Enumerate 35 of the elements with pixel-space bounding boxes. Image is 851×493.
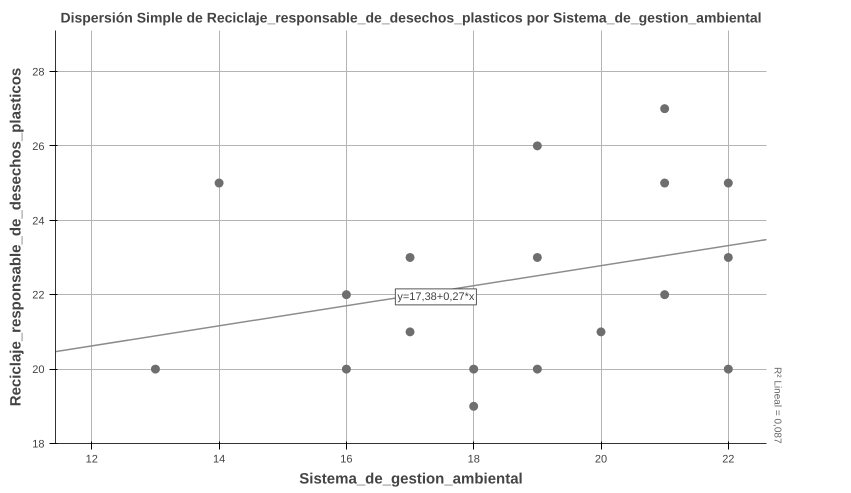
y-tick-label: 18 (32, 438, 45, 450)
point (406, 327, 415, 336)
point (469, 402, 478, 411)
y-tick-label: 20 (32, 364, 45, 376)
point (660, 178, 670, 188)
point (660, 290, 670, 300)
point (150, 364, 160, 374)
x-tick-label: 12 (86, 454, 98, 466)
y-tick-label: 22 (32, 290, 45, 302)
text: R² Lineal = 0,087 (772, 367, 782, 444)
point (660, 104, 670, 114)
x-tick-label: 18 (468, 454, 480, 466)
point (724, 364, 733, 374)
y-axis-title: Reciclaje_responsable_de_desechos_plasticos (7, 68, 24, 406)
point (342, 290, 351, 300)
x-tick-label: 14 (212, 454, 226, 466)
x-axis-title: Sistema_de_gestion_ambiental (299, 470, 523, 488)
point (532, 252, 542, 262)
point (532, 141, 542, 150)
point (724, 252, 733, 262)
point (596, 327, 606, 336)
annotation: y=17,38+0,27*x (397, 290, 475, 303)
point (532, 364, 542, 374)
point (214, 178, 224, 188)
y-tick-label: 24 (32, 215, 45, 228)
x-tick-label: 16 (340, 454, 353, 466)
x-tick-label: 20 (594, 454, 608, 466)
y-tick-label: 26 (32, 140, 45, 153)
point (342, 364, 351, 374)
point (724, 178, 733, 188)
point (469, 364, 478, 374)
point (406, 252, 415, 262)
x-tick-label: 22 (722, 454, 734, 466)
chart-title: Dispersión Simple de Reciclaje_responsable_de_desechos_plasticos por Sistema_de_gestion_ambiental (60, 10, 762, 26)
y-tick-label: 28 (32, 66, 45, 78)
